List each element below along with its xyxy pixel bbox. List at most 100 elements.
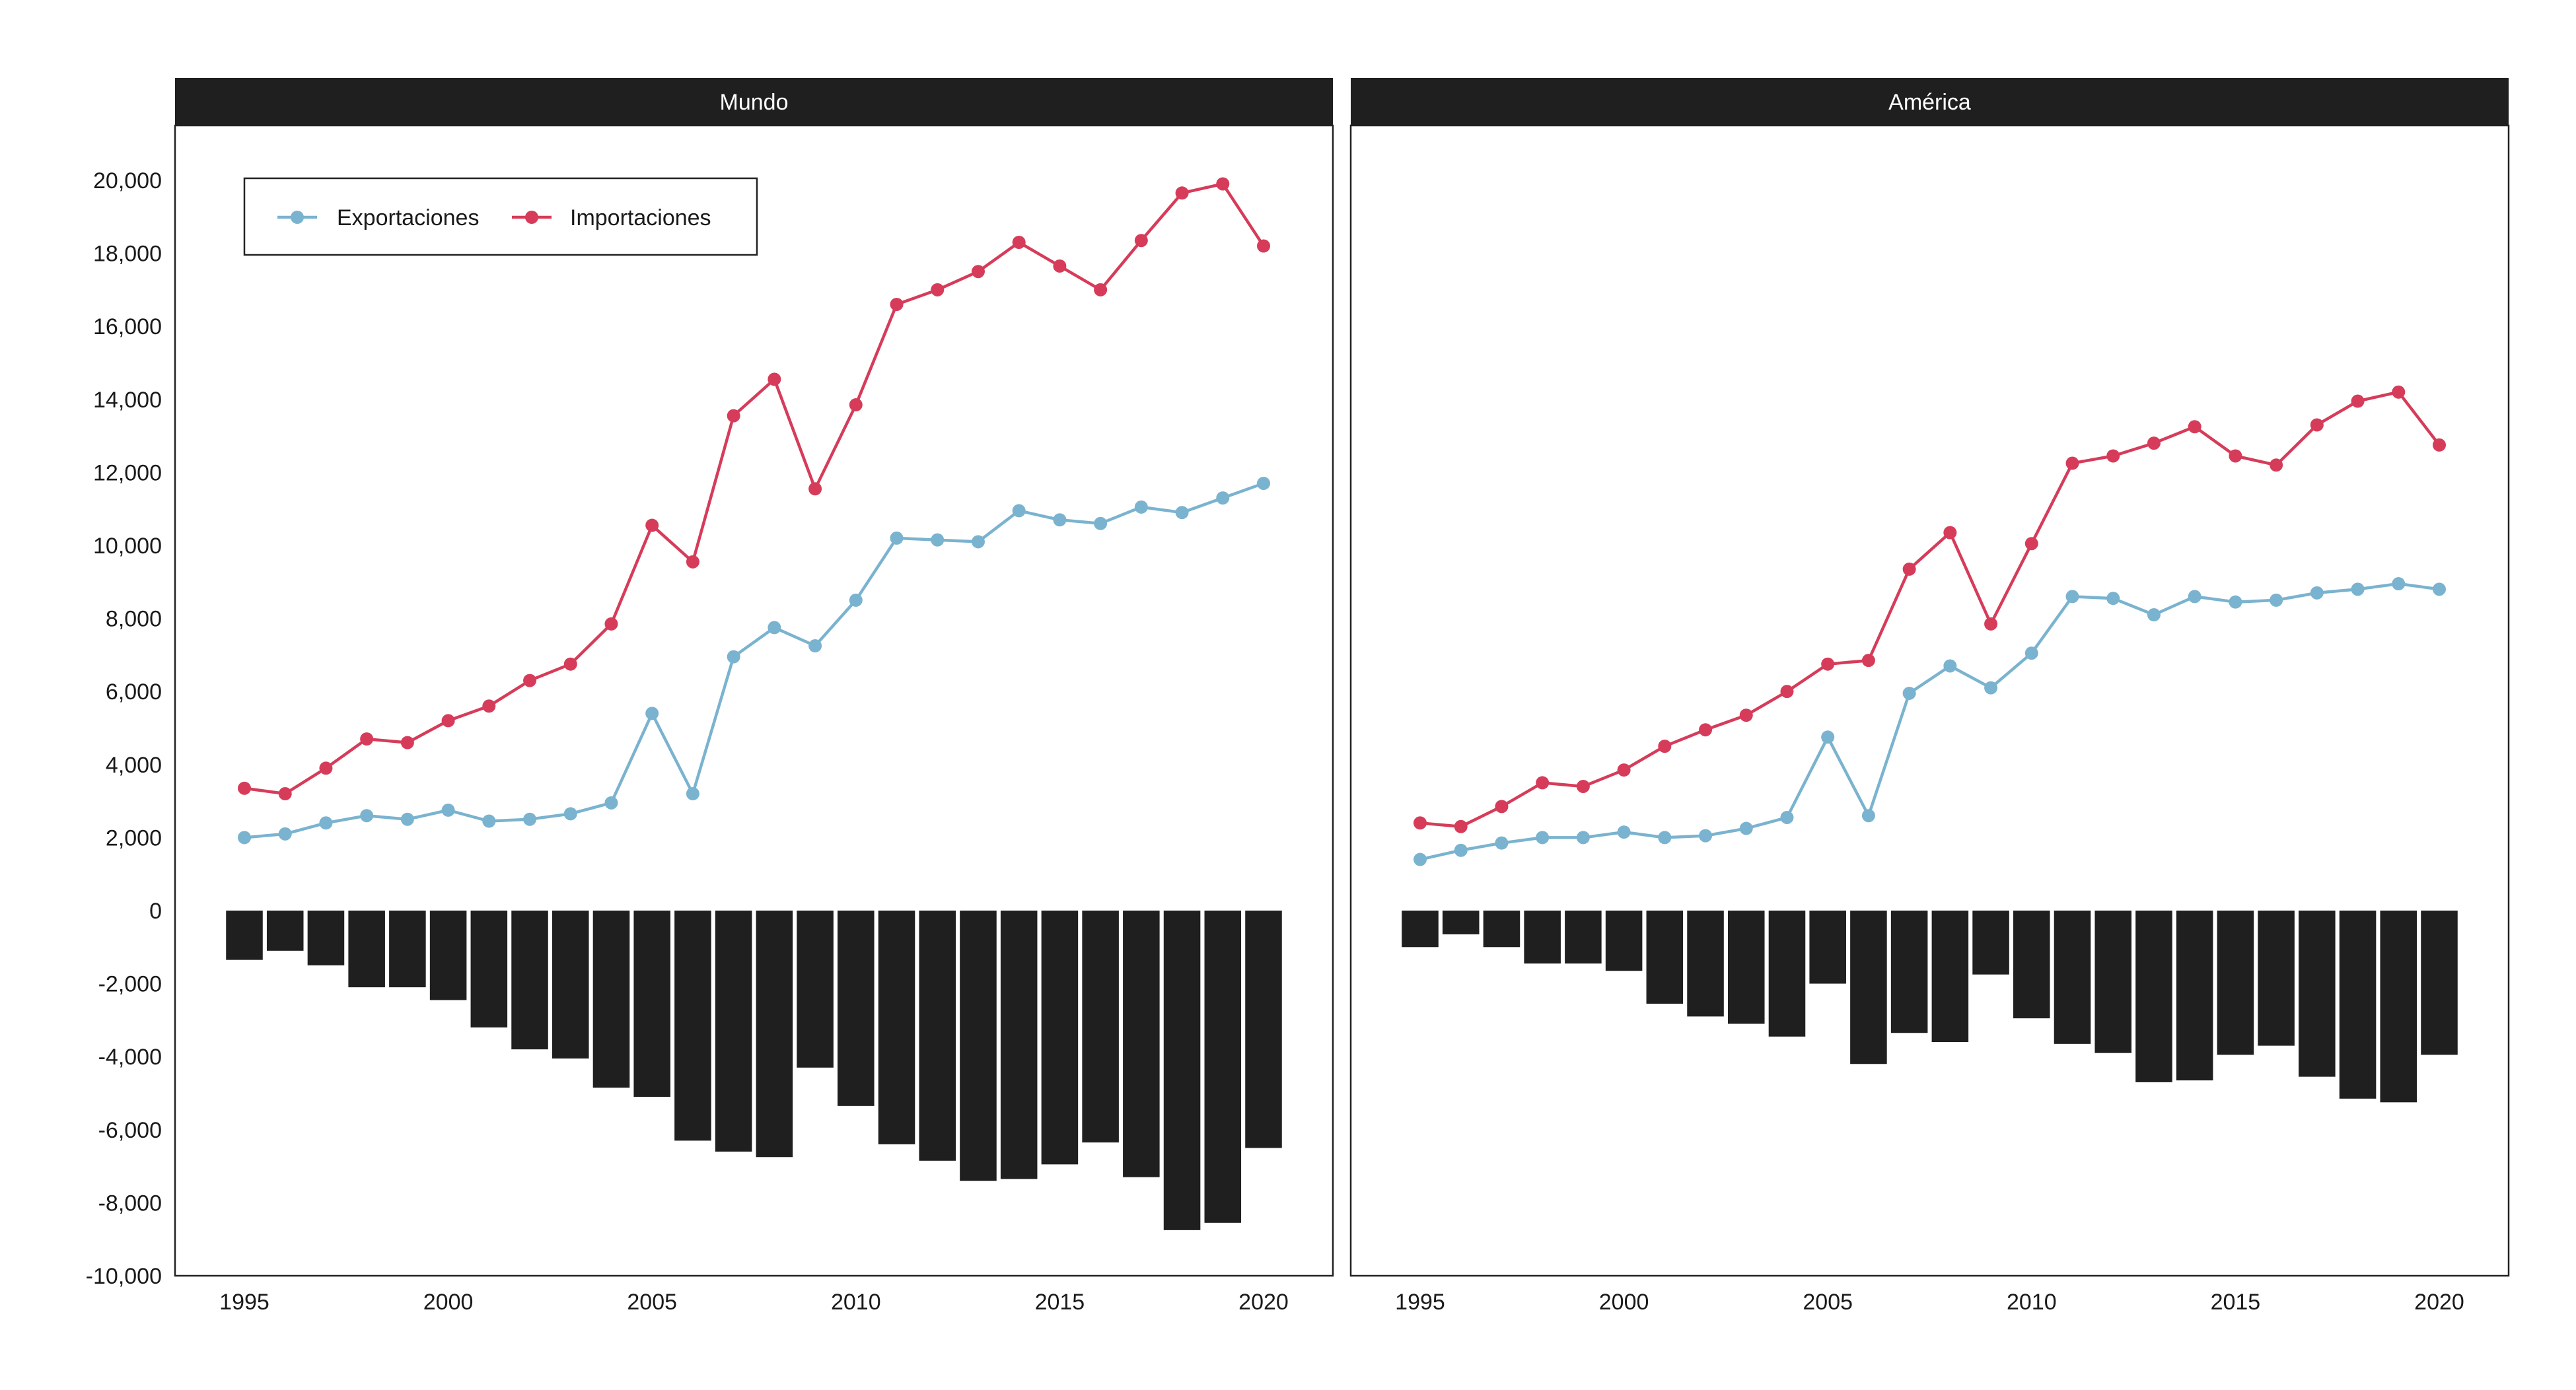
- y-tick-label: 14,000: [93, 388, 162, 413]
- balance-bar-1996: [266, 910, 304, 951]
- exports-point-2008: [1943, 659, 1957, 673]
- balance-bar-1998: [1524, 910, 1561, 964]
- exports-point-2000: [1617, 825, 1631, 839]
- y-tick-label: -10,000: [86, 1264, 162, 1289]
- x-tick-label: 2020: [2414, 1290, 2464, 1315]
- panel-title: Mundo: [720, 90, 789, 115]
- balance-bar-1999: [1565, 910, 1602, 964]
- balance-bar-2018: [1163, 910, 1201, 1230]
- imports-point-1996: [278, 787, 292, 801]
- balance-bar-2001: [470, 910, 508, 1027]
- legend-exports-marker: [291, 211, 304, 224]
- imports-point-2002: [1699, 723, 1713, 737]
- imports-point-2014: [2188, 420, 2201, 434]
- imports-point-2017: [2310, 418, 2324, 432]
- balance-bar-2012: [919, 910, 956, 1161]
- imports-point-1995: [1413, 816, 1427, 830]
- y-tick-label: -4,000: [98, 1045, 162, 1070]
- balance-bar-2004: [592, 910, 630, 1088]
- imports-line: [244, 182, 1265, 796]
- balance-bar-1997: [1483, 910, 1521, 948]
- y-tick-label: 2,000: [106, 825, 162, 851]
- balance-bar-1999: [389, 910, 426, 988]
- exports-point-1996: [278, 827, 292, 841]
- imports-point-2015: [1053, 259, 1067, 273]
- imports-point-1997: [319, 761, 333, 775]
- imports-line: [1419, 390, 2441, 829]
- balance-bar-2009: [797, 910, 834, 1068]
- y-tick-label: 8,000: [106, 607, 162, 632]
- imports-point-2001: [482, 699, 496, 713]
- balance-bar-2013: [2135, 910, 2172, 1082]
- panel-america: América 1995 2000 2005 2010 2015 2020: [1349, 78, 2510, 1315]
- imports-point-2005: [645, 518, 659, 532]
- imports-point-2000: [1617, 763, 1631, 777]
- exports-point-2002: [523, 812, 537, 826]
- imports-point-2020: [2433, 438, 2446, 452]
- exports-point-2011: [2065, 590, 2079, 604]
- exports-point-2010: [849, 593, 863, 607]
- exports-point-1995: [1413, 852, 1427, 866]
- exports-point-2010: [2024, 646, 2038, 660]
- balance-bar-2000: [1605, 910, 1643, 971]
- balance-bar-2017: [1123, 910, 1160, 1177]
- exports-point-2006: [686, 787, 699, 801]
- exports-point-2015: [2229, 595, 2242, 609]
- balance-bar-2002: [511, 910, 548, 1050]
- imports-point-2014: [1012, 235, 1026, 249]
- panel-title: América: [1888, 90, 1971, 115]
- exports-point-2012: [2106, 592, 2120, 606]
- balance-bar-2005: [1809, 910, 1846, 984]
- exports-point-2008: [768, 621, 781, 635]
- x-tick-label: 1995: [1395, 1290, 1445, 1315]
- exports-point-2006: [1861, 809, 1875, 823]
- x-tick-label: 2005: [1803, 1290, 1853, 1315]
- balance-bar-1995: [1402, 910, 1439, 948]
- imports-point-2019: [2392, 385, 2406, 399]
- exports-point-2017: [2310, 586, 2324, 600]
- balance-bar-2010: [2013, 910, 2050, 1019]
- exports-point-2004: [1780, 810, 1794, 824]
- exports-point-2005: [1821, 730, 1835, 744]
- balance-bar-2007: [1890, 910, 1928, 1033]
- x-tick-label: 2005: [627, 1290, 677, 1315]
- x-tick-label: 2015: [1035, 1290, 1085, 1315]
- y-tick-label: -2,000: [98, 972, 162, 997]
- balance-bar-2011: [2054, 910, 2091, 1044]
- exports-point-2004: [604, 796, 618, 810]
- exports-point-2017: [1134, 500, 1148, 514]
- imports-point-2010: [849, 398, 863, 412]
- x-tick-label: 2000: [1599, 1290, 1649, 1315]
- imports-point-2008: [768, 372, 781, 386]
- exports-point-2001: [1658, 831, 1672, 845]
- imports-point-1996: [1454, 819, 1468, 833]
- exports-point-1999: [1576, 831, 1590, 845]
- exports-point-2019: [2392, 577, 2406, 591]
- imports-point-2003: [1739, 709, 1753, 722]
- imports-point-1995: [238, 781, 251, 795]
- imports-point-2006: [686, 555, 699, 569]
- panel-strip: [175, 78, 1333, 125]
- imports-point-2005: [1821, 657, 1835, 671]
- exports-point-2020: [1257, 476, 1270, 490]
- exports-point-1998: [360, 809, 374, 823]
- exports-point-1997: [1495, 836, 1509, 850]
- balance-bar-2015: [2217, 910, 2254, 1055]
- exports-line: [244, 481, 1264, 839]
- exports-point-2020: [2433, 582, 2446, 596]
- imports-point-2010: [2024, 537, 2038, 551]
- balance-bar-2016: [1082, 910, 1119, 1143]
- exports-point-2005: [645, 707, 659, 720]
- legend-imports-marker: [525, 211, 538, 224]
- exports-point-2015: [1053, 513, 1067, 527]
- x-tick-label: 1995: [219, 1290, 269, 1315]
- balance-bar-2000: [429, 910, 467, 1000]
- panel-border: [1349, 124, 2510, 1277]
- balance-bar-2014: [1000, 910, 1038, 1179]
- exports-point-2003: [1739, 821, 1753, 835]
- exports-point-2019: [1216, 491, 1230, 505]
- imports-point-1998: [360, 732, 374, 746]
- imports-point-2019: [1216, 177, 1230, 191]
